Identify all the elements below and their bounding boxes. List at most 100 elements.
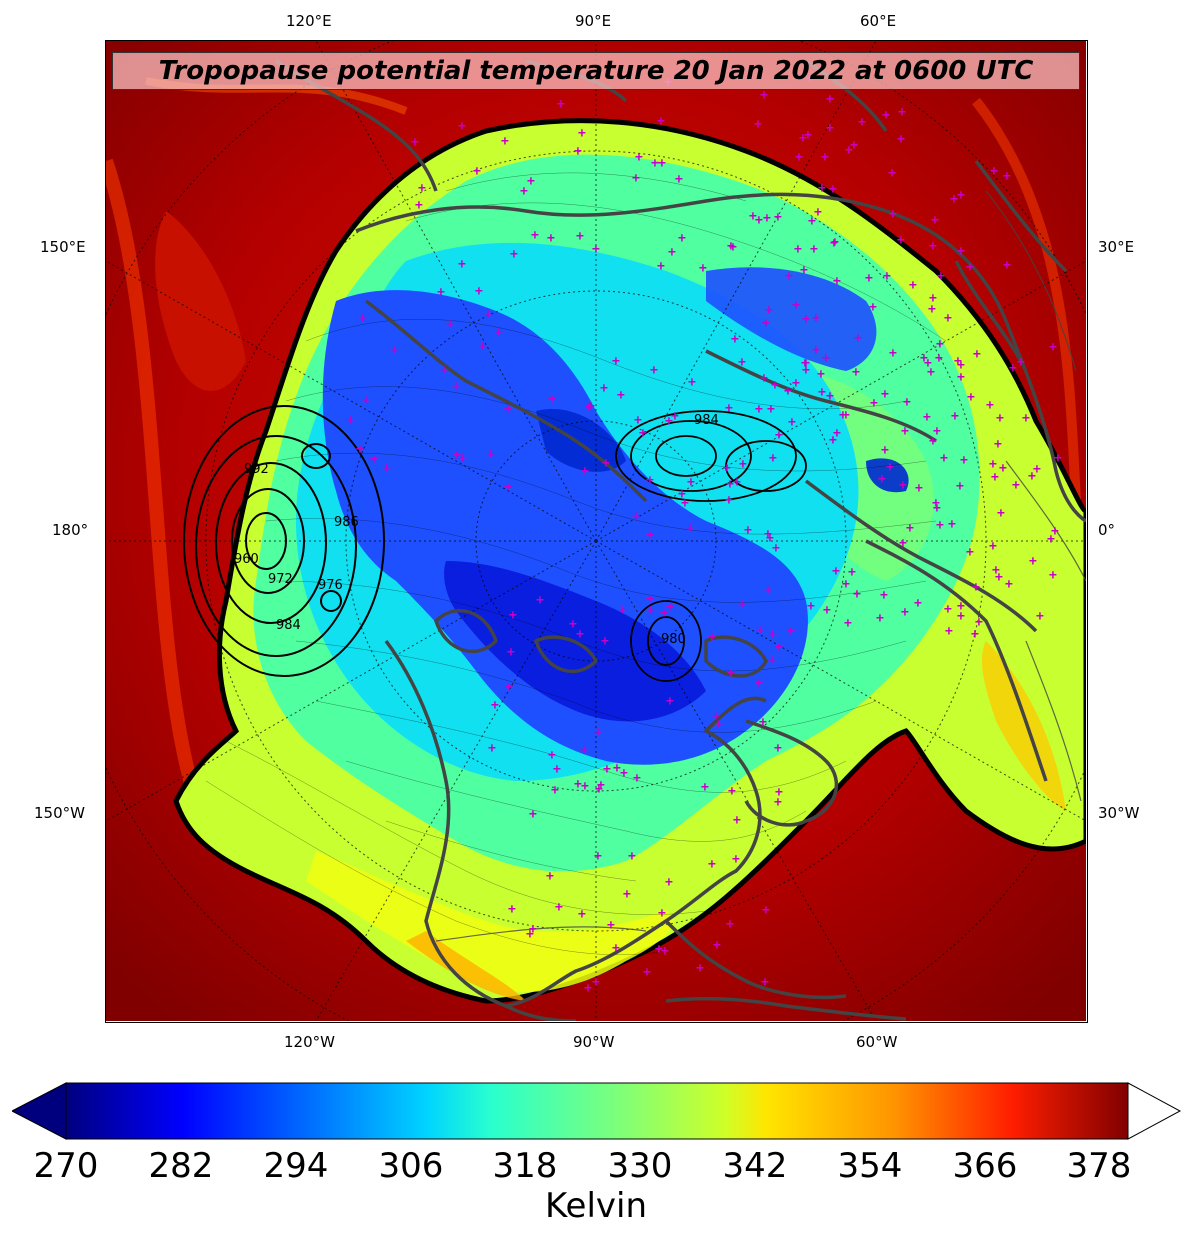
station-marker: +	[830, 236, 838, 251]
station-marker: +	[975, 615, 983, 630]
station-marker: +	[889, 207, 897, 222]
station-marker: +	[687, 475, 695, 490]
station-marker: +	[829, 433, 837, 448]
station-marker: +	[794, 242, 802, 257]
station-marker: +	[886, 460, 894, 475]
station-marker: +	[726, 477, 734, 492]
station-marker: +	[661, 944, 669, 959]
station-marker: +	[929, 239, 937, 254]
map-title: Tropopause potential temperature 20 Jan …	[158, 56, 1034, 86]
station-marker: +	[601, 634, 609, 649]
station-marker: +	[1005, 577, 1013, 592]
station-marker: +	[390, 343, 398, 358]
station-marker: +	[826, 92, 834, 107]
station-marker: +	[1009, 361, 1017, 376]
colorbar-tick: 366	[952, 1146, 1018, 1186]
colorbar-tick: 318	[492, 1146, 558, 1186]
station-marker: +	[681, 496, 689, 511]
station-marker: +	[715, 717, 723, 732]
colorbar-tick: 306	[378, 1146, 444, 1186]
contour-label-group: 992 960 972 976 984 986 984 980	[234, 413, 719, 647]
station-marker: +	[769, 627, 777, 642]
station-marker: +	[1029, 554, 1037, 569]
station-marker: +	[800, 263, 808, 278]
station-marker: +	[1036, 609, 1044, 624]
station-marker: +	[761, 975, 769, 990]
station-marker: +	[903, 395, 911, 410]
station-marker: +	[844, 616, 852, 631]
station-marker: +	[731, 332, 739, 347]
station-marker: +	[842, 577, 850, 592]
station-marker: +	[812, 343, 820, 358]
station-marker: +	[726, 917, 734, 932]
station-marker: +	[487, 447, 495, 462]
station-marker: +	[897, 233, 905, 248]
station-marker: +	[989, 539, 997, 554]
station-marker: +	[914, 596, 922, 611]
station-marker: +	[415, 198, 423, 213]
station-marker: +	[842, 408, 850, 423]
colorbar-tick: 270	[33, 1146, 99, 1186]
station-marker: +	[546, 869, 554, 884]
lon-label-left-2: 180°	[52, 521, 89, 539]
station-marker: +	[647, 603, 655, 618]
station-marker: +	[929, 291, 937, 306]
station-marker: +	[909, 278, 917, 293]
station-marker: +	[788, 415, 796, 430]
station-marker: +	[839, 408, 847, 423]
station-marker: +	[620, 766, 628, 781]
station-marker: +	[848, 565, 856, 580]
lon-label-right-2: 0°	[1098, 521, 1116, 539]
station-marker: +	[973, 347, 981, 362]
station-marker: +	[888, 166, 896, 181]
station-marker: +	[1017, 355, 1025, 370]
station-marker: +	[774, 795, 782, 810]
lon-label-top-2: 90°E	[575, 12, 612, 30]
station-marker: +	[792, 376, 800, 391]
station-marker: +	[762, 903, 770, 918]
station-marker: +	[995, 570, 1003, 585]
contour-label: 972	[268, 572, 293, 587]
station-marker: +	[723, 461, 731, 476]
colorbar-tick: 282	[148, 1146, 214, 1186]
station-marker: +	[738, 597, 746, 612]
colorbar-extend-max	[1127, 1082, 1182, 1140]
contour-label: 984	[694, 413, 719, 428]
station-marker: +	[854, 331, 862, 346]
station-marker: +	[760, 88, 768, 103]
station-marker: +	[657, 259, 665, 274]
station-marker: +	[612, 941, 620, 956]
station-marker: +	[551, 783, 559, 798]
station-marker: +	[658, 156, 666, 171]
station-marker: +	[870, 396, 878, 411]
station-marker: +	[957, 244, 965, 259]
station-marker: +	[728, 784, 736, 799]
station-marker: +	[584, 981, 592, 996]
station-marker: +	[802, 363, 810, 378]
lon-label-bottom-2: 90°W	[573, 1033, 615, 1051]
map-panel: 992 960 972 976 984 986 984 980	[105, 40, 1088, 1023]
station-marker: +	[940, 451, 948, 466]
station-marker: +	[901, 605, 909, 620]
station-marker: +	[581, 464, 589, 479]
station-marker: +	[994, 437, 1002, 452]
station-marker: +	[501, 134, 509, 149]
station-marker: +	[775, 785, 783, 800]
station-marker: +	[600, 381, 608, 396]
station-marker: +	[733, 475, 741, 490]
colorbar-gradient	[65, 1082, 1129, 1140]
contour-label: 992	[244, 462, 269, 477]
station-marker: +	[944, 602, 952, 617]
station-marker: +	[764, 527, 772, 542]
station-marker: +	[688, 375, 696, 390]
station-marker: +	[646, 592, 654, 607]
colorbar-tick: 294	[263, 1146, 329, 1186]
station-marker: +	[701, 780, 709, 795]
station-marker: +	[440, 363, 448, 378]
station-marker: +	[802, 356, 810, 371]
station-marker: +	[822, 351, 830, 366]
station-marker: +	[775, 640, 783, 655]
station-marker: +	[592, 975, 600, 990]
station-marker: +	[999, 461, 1007, 476]
station-marker: +	[882, 108, 890, 123]
